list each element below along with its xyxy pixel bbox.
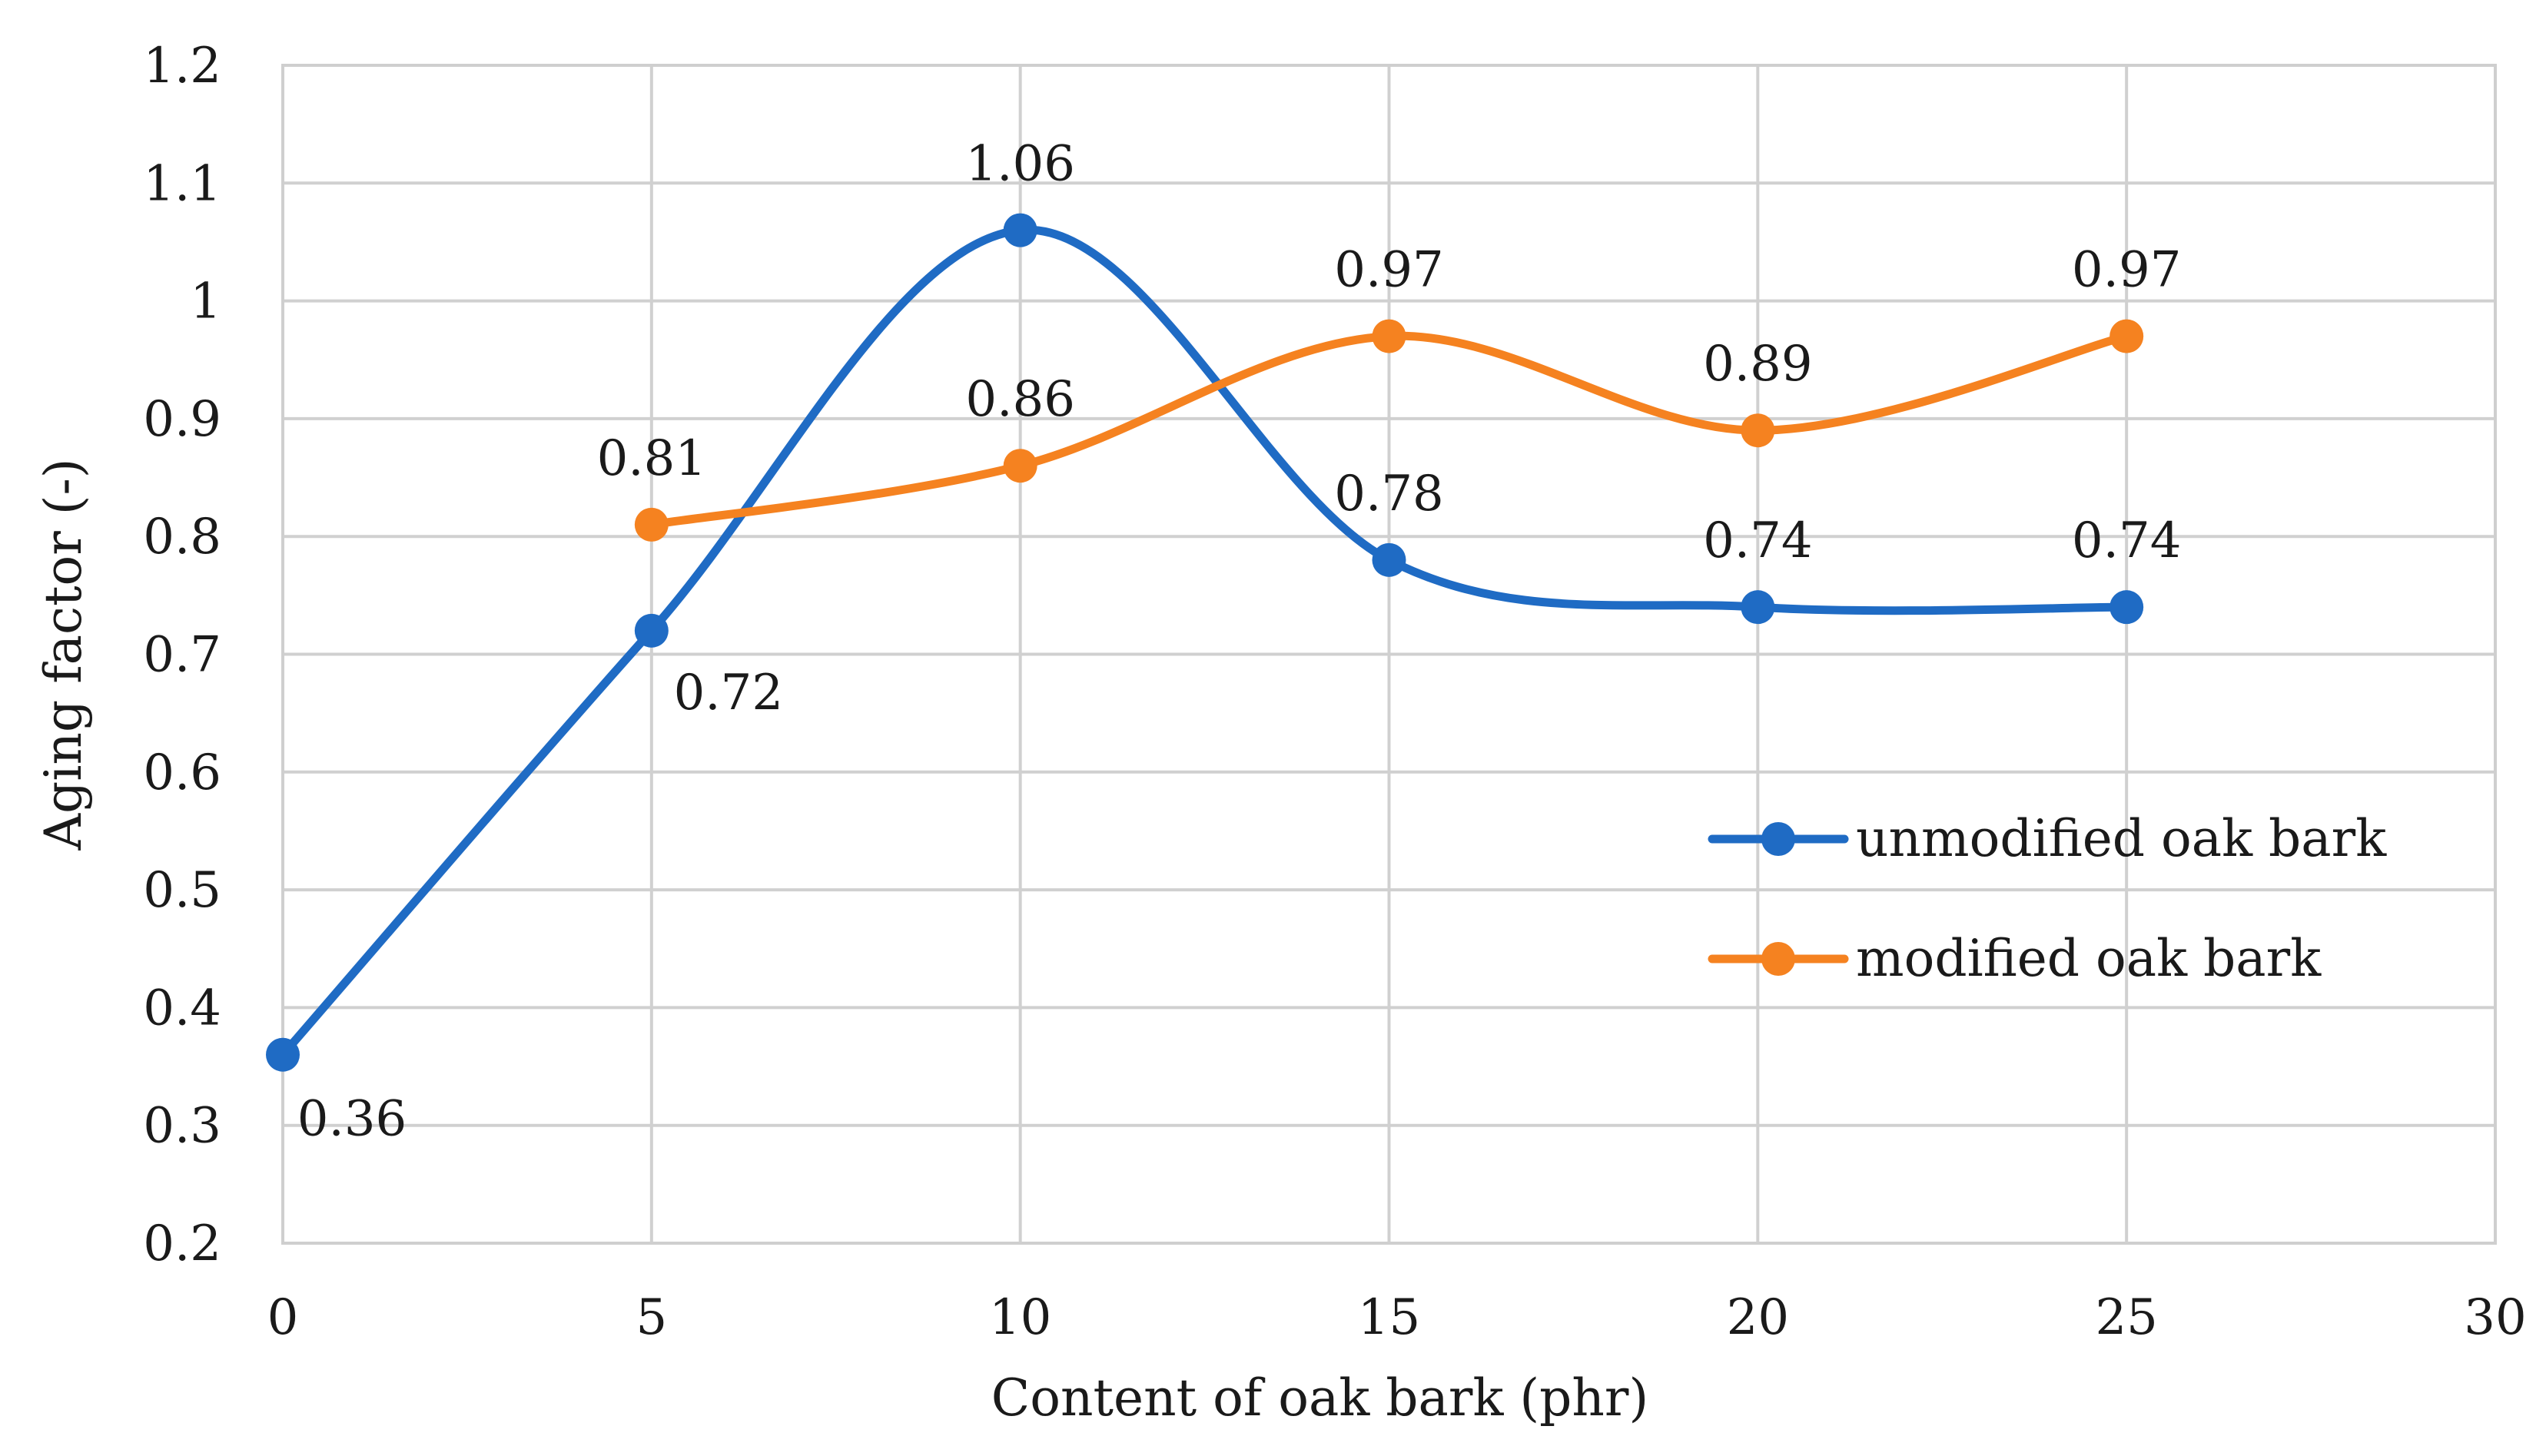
data-label: 0.81 <box>597 430 707 487</box>
data-point <box>2109 590 2144 625</box>
x-axis-title: Content of oak bark (phr) <box>991 1368 1648 1428</box>
y-tick-label: 0.7 <box>143 627 221 684</box>
legend-label: unmodified oak bark <box>1856 809 2387 868</box>
data-label: 0.97 <box>1334 242 1444 299</box>
x-tick-label: 0 <box>267 1289 299 1346</box>
data-point <box>2109 319 2144 353</box>
y-axis-title: Aging factor (-) <box>34 458 93 851</box>
y-tick-label: 0.8 <box>143 509 221 565</box>
data-label: 0.78 <box>1334 466 1444 522</box>
legend-swatch-marker <box>1761 942 1795 976</box>
data-point <box>1372 542 1406 577</box>
y-tick-label: 0.3 <box>143 1098 221 1155</box>
data-point <box>1003 213 1037 247</box>
y-tick-label: 0.4 <box>143 980 221 1036</box>
data-label: 1.06 <box>965 136 1075 193</box>
data-label: 0.36 <box>297 1091 407 1148</box>
legend-item: unmodified oak bark <box>1708 809 2387 868</box>
y-tick-label: 1 <box>190 274 221 330</box>
data-point <box>634 613 669 648</box>
plot-area-frame <box>281 64 2497 1245</box>
data-labels: 0.36 0.72 1.06 0.78 0.74 0.74 0.81 0.86 0.97 0.89… <box>297 136 2182 1148</box>
series-0 <box>266 213 2144 1072</box>
x-tick-label: 30 <box>2464 1289 2526 1346</box>
data-point <box>634 507 669 542</box>
legend-item: modified oak bark <box>1708 929 2322 988</box>
x-tick-label: 25 <box>2095 1289 2157 1346</box>
data-point <box>1741 590 1775 625</box>
x-tick-label: 10 <box>989 1289 1051 1346</box>
y-tick-label: 0.2 <box>143 1216 221 1272</box>
legend: unmodified oak bark modified oak bark <box>1708 809 2387 988</box>
data-point <box>266 1037 300 1072</box>
data-point <box>1003 449 1037 483</box>
legend-swatch-marker <box>1761 822 1795 856</box>
data-label: 0.74 <box>2072 512 2182 569</box>
data-label: 0.74 <box>1703 512 1813 569</box>
data-label: 0.97 <box>2072 242 2182 299</box>
y-axis-ticks: 0.2 0.3 0.4 0.5 0.6 0.7 0.8 0.9 1 1.1 1.2 <box>143 38 221 1272</box>
x-axis-ticks: 0 5 10 15 20 25 30 <box>267 1289 2527 1346</box>
y-tick-label: 0.6 <box>143 745 221 801</box>
data-point <box>1372 319 1406 353</box>
x-tick-label: 20 <box>1727 1289 1789 1346</box>
y-tick-label: 1.1 <box>143 155 221 212</box>
legend-label: modified oak bark <box>1856 929 2322 988</box>
series-line <box>278 225 2131 1060</box>
data-point <box>1741 413 1775 448</box>
y-tick-label: 0.9 <box>143 391 221 448</box>
data-label: 0.89 <box>1703 336 1813 393</box>
series-1 <box>634 319 2144 542</box>
data-label: 0.72 <box>674 665 784 721</box>
y-tick-label: 0.5 <box>143 862 221 919</box>
x-tick-label: 5 <box>636 1289 667 1346</box>
series <box>266 213 2144 1072</box>
y-tick-label: 1.2 <box>143 38 221 95</box>
data-label: 0.86 <box>965 371 1075 428</box>
x-tick-label: 15 <box>1358 1289 1420 1346</box>
